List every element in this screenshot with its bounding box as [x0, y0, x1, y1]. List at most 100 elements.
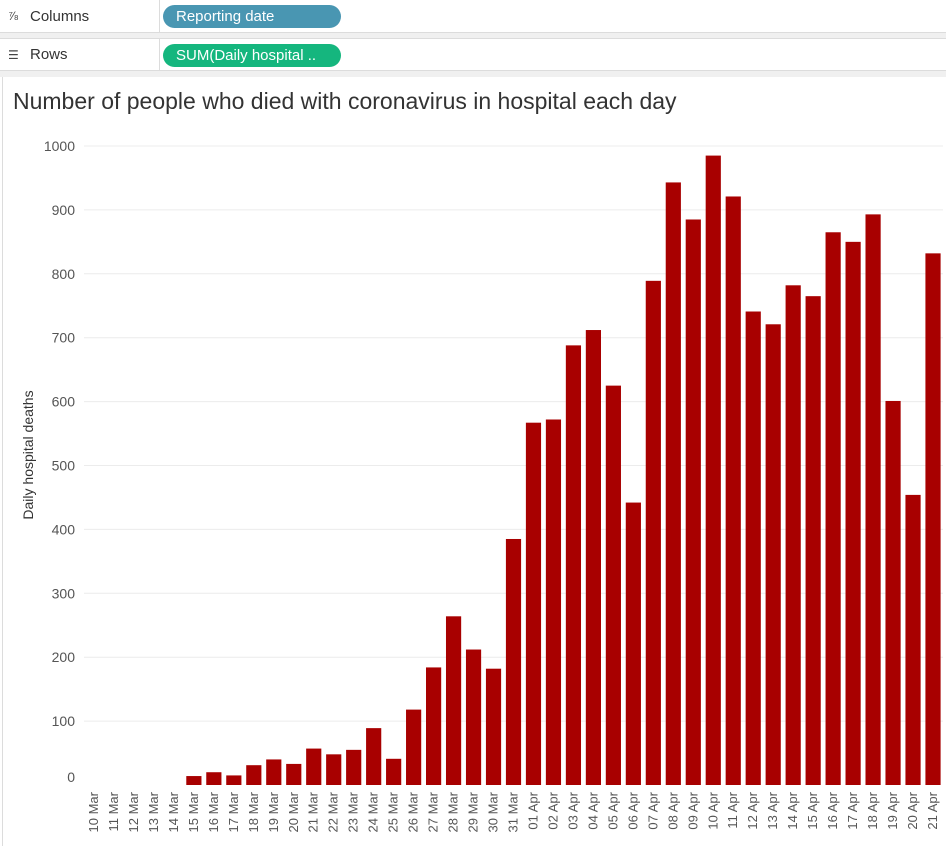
columns-label-text: Columns [30, 7, 90, 25]
x-tick-label: 15 Apr [805, 791, 820, 829]
columns-icon: ⅞ [8, 9, 19, 23]
x-tick-label: 07 Apr [645, 791, 660, 829]
bar [525, 422, 542, 785]
bar [545, 419, 562, 785]
bar [885, 400, 901, 785]
bar [765, 324, 781, 785]
view-separator [0, 71, 946, 77]
bar [306, 748, 322, 785]
bar [226, 775, 242, 785]
bar [465, 649, 482, 785]
x-tick-label: 18 Mar [246, 791, 261, 832]
bar [845, 241, 861, 786]
x-tick-label: 27 Mar [426, 791, 441, 832]
y-tick-label: 600 [52, 394, 76, 410]
y-tick-label: 700 [52, 330, 76, 346]
x-tick-label: 19 Mar [266, 791, 281, 832]
x-tick-label: 12 Apr [745, 791, 760, 829]
bar [645, 280, 661, 785]
bar [386, 758, 402, 785]
bar [685, 219, 701, 786]
bar [905, 494, 921, 785]
x-tick-label: 20 Mar [286, 791, 301, 832]
bar [625, 502, 641, 785]
columns-shelf-label: ⅞ Columns [0, 0, 160, 32]
x-tick-label: 16 Mar [206, 791, 221, 832]
x-tick-label: 11 Mar [106, 791, 121, 831]
y-tick-label: 1000 [44, 138, 75, 154]
x-tick-label: 30 Mar [486, 791, 501, 832]
x-tick-label: 18 Apr [865, 791, 880, 829]
bar [505, 538, 522, 785]
x-tick-label: 16 Apr [825, 791, 840, 829]
x-tick-label: 01 Apr [525, 791, 540, 829]
x-tick-label: 05 Apr [605, 791, 620, 829]
bar [445, 616, 462, 785]
x-tick-label: 28 Mar [446, 791, 461, 832]
x-tick-label: 10 Apr [705, 791, 720, 829]
bar [426, 667, 442, 785]
bar [246, 765, 262, 785]
bar [745, 311, 761, 785]
y-tick-label: 200 [52, 649, 76, 665]
bar [346, 749, 362, 785]
bar [286, 763, 302, 785]
bar [585, 330, 601, 785]
bar [605, 385, 621, 785]
chart-title: Number of people who died with coronavir… [13, 88, 677, 114]
x-tick-label: 15 Mar [186, 791, 201, 832]
bar [485, 668, 502, 785]
bar [805, 296, 821, 785]
x-tick-label: 14 Apr [785, 791, 800, 829]
columns-shelf: ⅞ Columns Reporting date [0, 0, 946, 33]
x-tick-label: 02 Apr [545, 791, 560, 829]
x-tick-label: 06 Apr [625, 791, 640, 829]
x-tick-label: 14 Mar [166, 791, 181, 832]
y-tick-label: 400 [52, 521, 76, 537]
bar [865, 214, 881, 786]
bar [266, 759, 282, 785]
rows-shelf-label: ☰ Rows [0, 39, 160, 70]
y-tick-label: 500 [52, 458, 76, 474]
bar [725, 196, 741, 785]
bar [785, 285, 801, 785]
x-tick-label: 31 Mar [506, 791, 521, 832]
y-tick-label: 300 [52, 585, 76, 601]
x-tick-label: 21 Apr [925, 791, 940, 829]
daily-hospital-deaths-pill[interactable]: SUM(Daily hospital .. [163, 44, 341, 67]
y-tick-label: 100 [52, 713, 76, 729]
bar [406, 709, 422, 785]
shelf-separator [0, 33, 946, 38]
x-tick-label: 20 Apr [905, 791, 920, 829]
bar [925, 253, 941, 786]
x-tick-label: 21 Mar [306, 791, 321, 832]
x-tick-label: 12 Mar [126, 791, 141, 832]
bar [206, 772, 222, 785]
rows-icon: ☰ [8, 47, 19, 62]
bar [366, 728, 382, 785]
x-tick-label: 03 Apr [565, 791, 580, 829]
x-tick-label: 04 Apr [585, 791, 600, 829]
x-tick-label: 29 Mar [466, 791, 481, 832]
y-tick-label: 800 [52, 266, 76, 282]
reporting-date-pill[interactable]: Reporting date [163, 5, 341, 28]
bar [326, 754, 342, 785]
bar [565, 345, 582, 785]
y-axis-label: Daily hospital deaths [20, 390, 36, 519]
x-tick-label: 09 Apr [685, 791, 700, 829]
x-tick-label: 25 Mar [386, 791, 401, 832]
x-tick-label: 13 Mar [146, 791, 161, 832]
x-tick-label: 26 Mar [406, 791, 421, 832]
x-tick-label: 13 Apr [765, 791, 780, 829]
bar [825, 232, 841, 785]
bar [186, 776, 202, 785]
rows-shelf: ☰ Rows SUM(Daily hospital .. [0, 38, 946, 71]
bar [665, 182, 681, 786]
x-tick-label: 08 Apr [665, 791, 680, 829]
x-tick-label: 23 Mar [346, 791, 361, 832]
x-tick-label: 11 Apr [725, 791, 740, 828]
rows-label-text: Rows [30, 46, 68, 63]
bar [705, 155, 721, 785]
y-tick-label: 900 [52, 202, 76, 218]
